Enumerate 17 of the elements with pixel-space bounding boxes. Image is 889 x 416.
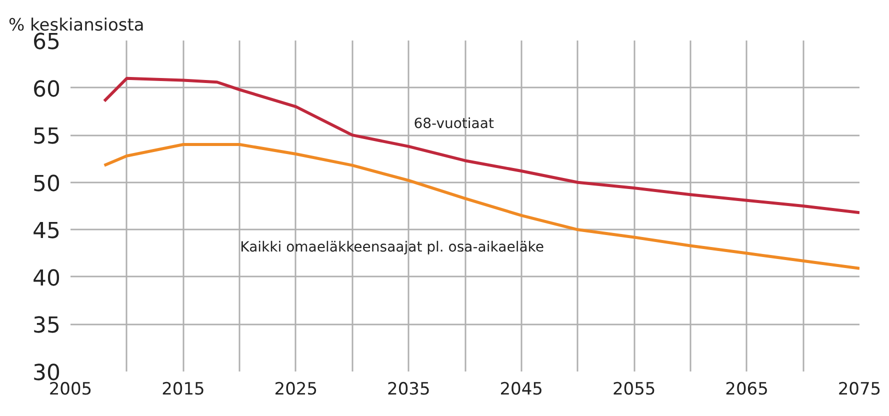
- x-tick-label: 2055: [612, 380, 656, 400]
- y-tick-label: 60: [32, 77, 61, 102]
- y-tick-label: 35: [32, 314, 61, 339]
- y-tick-label: 55: [32, 124, 61, 150]
- series-label: Kaikki omaeläkkeensaajat pl. osa-aikaeläke: [240, 240, 544, 256]
- x-tick-label: 2015: [162, 380, 205, 400]
- series-label: 68-vuotiaat: [414, 116, 494, 132]
- y-tick-label: 45: [32, 219, 61, 244]
- y-tick-label: 50: [32, 172, 61, 197]
- x-tick-label: 2025: [274, 380, 318, 400]
- x-tick-label: 2045: [500, 380, 543, 400]
- line-series: [102, 143, 860, 270]
- x-tick-label: 2065: [725, 380, 768, 400]
- y-tick-label: 40: [32, 266, 61, 292]
- x-tick-label: 2035: [387, 380, 430, 400]
- x-tick-label: 2075: [838, 380, 882, 400]
- line-series: [102, 76, 860, 214]
